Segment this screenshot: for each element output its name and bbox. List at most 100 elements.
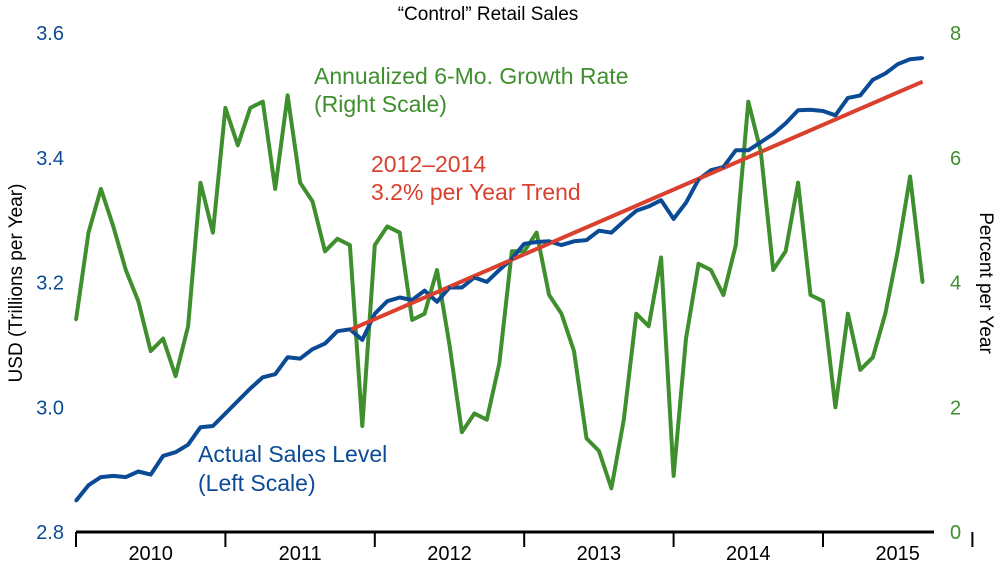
growth-point [211, 231, 215, 235]
sales-point [410, 298, 414, 302]
growth-point [796, 181, 800, 185]
sales-point [398, 295, 402, 299]
growth-point [921, 281, 925, 284]
sales-point [821, 109, 825, 113]
sales-point [709, 168, 713, 172]
sales-point [86, 483, 90, 487]
growth-point [560, 312, 564, 316]
sales-point [248, 387, 252, 391]
chart-title: “Control” Retail Sales [398, 4, 579, 25]
growth-point [248, 106, 252, 110]
left-axis-label: USD (Trillions per Year) [6, 184, 27, 383]
sales-point [796, 108, 800, 112]
sales-point [734, 148, 738, 152]
right-tick-label: 8 [950, 23, 961, 45]
sales-point [236, 399, 240, 403]
growth-point [833, 405, 837, 409]
sales-point [261, 375, 265, 379]
growth-point [99, 187, 103, 191]
sales-point [124, 475, 128, 479]
sales-point [223, 411, 227, 415]
growth-point [385, 224, 389, 228]
growth-point [124, 268, 128, 272]
sales-point [858, 93, 862, 97]
sales-point [759, 140, 763, 144]
growth-point [149, 349, 153, 353]
growth-point [348, 243, 352, 247]
trend-series-line [349, 79, 924, 332]
sales-point [161, 454, 165, 458]
growth-point [709, 268, 713, 272]
right-tick-label: 4 [950, 273, 961, 295]
growth-point [74, 318, 78, 322]
sales-point [497, 268, 501, 272]
growth-point [871, 355, 875, 359]
growth-point [510, 249, 514, 253]
growth-point [86, 231, 90, 235]
sales-point [149, 473, 153, 477]
growth-point [883, 312, 887, 316]
sales-point [360, 338, 364, 342]
sales-level-series-line [74, 56, 923, 503]
growth-point [535, 231, 539, 235]
sales-point [311, 347, 315, 351]
sales-point [560, 243, 564, 247]
sales-point [833, 113, 837, 117]
growth-point [858, 368, 862, 372]
sales-point [697, 178, 700, 182]
x-tick-label: 2012 [427, 543, 472, 565]
sales-point [896, 62, 900, 66]
growth-point [572, 349, 576, 353]
right-tick-label: 0 [950, 522, 961, 544]
x-axis-ticks [75, 532, 974, 547]
sales-point [771, 132, 775, 136]
growth-point [721, 293, 725, 297]
sales-point [721, 165, 725, 169]
sales-point [572, 239, 576, 243]
growth-point [846, 312, 850, 316]
left-tick-label: 3.6 [36, 23, 64, 45]
series-points [74, 56, 925, 503]
growth-point [261, 100, 265, 104]
left-tick-label: 3.2 [36, 273, 64, 295]
x-axis-year-labels: 2010 2011 2012 2013 2014 2015 [128, 543, 920, 565]
sales-point [597, 229, 601, 233]
sales-point [784, 121, 788, 125]
sales-point [136, 469, 140, 473]
sales-point [871, 78, 875, 82]
growth-point [323, 249, 327, 253]
growth-point [697, 262, 700, 266]
growth-point [522, 249, 526, 253]
growth-point [410, 318, 414, 322]
growth-point [622, 418, 626, 422]
x-tick-label: 2013 [577, 543, 622, 565]
sales-point [99, 475, 103, 479]
sales-point [348, 327, 352, 331]
sales-point [510, 257, 514, 261]
growth-point [659, 256, 663, 260]
sales-point [672, 217, 676, 221]
right-axis-ticks: 0 2 4 6 8 [950, 23, 961, 544]
growth-point [311, 199, 315, 203]
growth-point [435, 268, 439, 272]
right-tick-label: 2 [950, 397, 961, 419]
sales-point [684, 201, 688, 205]
growth-point [236, 143, 240, 147]
growth-point [734, 243, 738, 247]
growth-point [136, 299, 140, 303]
growth-point [423, 312, 427, 316]
sales-point [199, 425, 202, 429]
sales-point [273, 372, 277, 376]
x-tick-label: 2010 [128, 543, 173, 565]
growth-point [286, 93, 290, 97]
sales-point [373, 312, 377, 316]
growth-point [784, 249, 788, 253]
sales-point [746, 148, 750, 152]
growth-point [199, 181, 202, 185]
growth-point [497, 362, 501, 366]
growth-point [161, 337, 165, 341]
sales-point [435, 300, 439, 304]
sales-point [111, 474, 115, 478]
sales-point [809, 108, 813, 112]
